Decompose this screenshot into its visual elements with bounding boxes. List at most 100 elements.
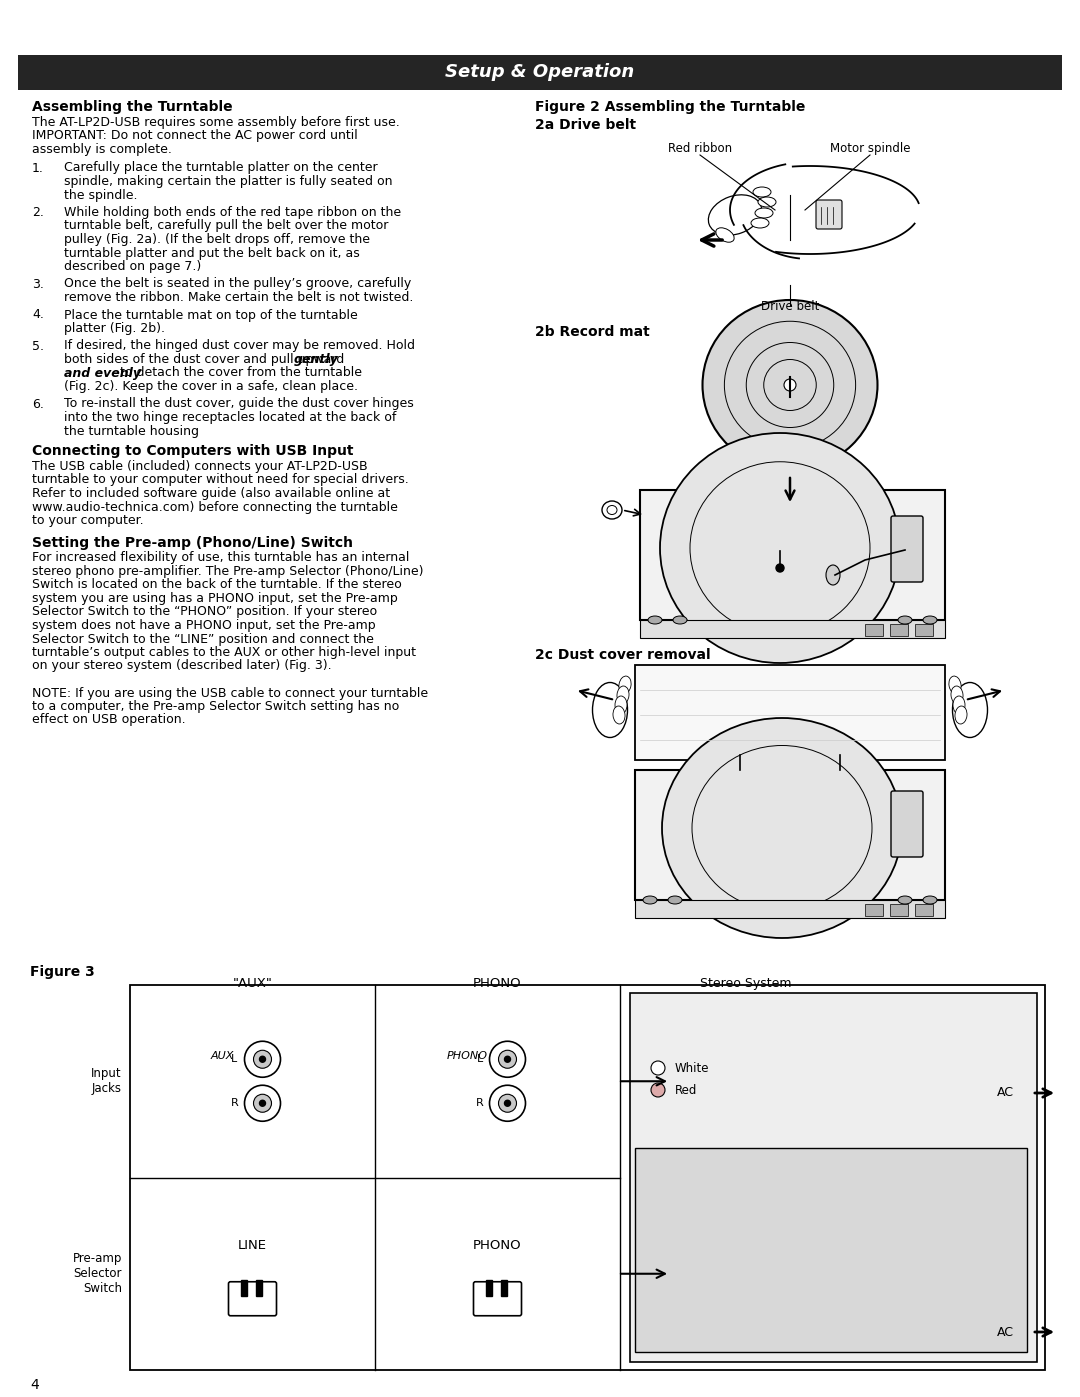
Text: 5.: 5. <box>32 339 44 352</box>
Circle shape <box>259 1101 266 1106</box>
FancyBboxPatch shape <box>229 1282 276 1316</box>
FancyBboxPatch shape <box>890 624 908 636</box>
Circle shape <box>244 1085 281 1122</box>
Text: turntable belt, carefully pull the belt over the motor: turntable belt, carefully pull the belt … <box>64 219 389 232</box>
Text: 1.: 1. <box>32 162 44 175</box>
Circle shape <box>651 1083 665 1097</box>
FancyBboxPatch shape <box>630 993 1037 1362</box>
Text: gently: gently <box>294 353 338 366</box>
Text: Assembling the Turntable: Assembling the Turntable <box>32 101 232 115</box>
Text: L: L <box>231 1055 238 1065</box>
Text: AUX: AUX <box>211 1052 234 1062</box>
Ellipse shape <box>593 683 627 738</box>
FancyBboxPatch shape <box>915 624 933 636</box>
FancyBboxPatch shape <box>130 985 1045 1370</box>
Text: L: L <box>476 1055 483 1065</box>
Text: described on page 7.): described on page 7.) <box>64 260 201 272</box>
FancyBboxPatch shape <box>635 900 945 918</box>
Circle shape <box>504 1056 511 1062</box>
Text: While holding both ends of the red tape ribbon on the: While holding both ends of the red tape … <box>64 205 401 219</box>
Text: platter (Fig. 2b).: platter (Fig. 2b). <box>64 321 165 335</box>
Text: 4.: 4. <box>32 309 44 321</box>
FancyBboxPatch shape <box>865 624 883 636</box>
Ellipse shape <box>897 895 912 904</box>
Ellipse shape <box>648 616 662 624</box>
Text: 4: 4 <box>30 1377 39 1391</box>
Ellipse shape <box>923 616 937 624</box>
Text: Input
Jacks: Input Jacks <box>92 1067 122 1095</box>
Ellipse shape <box>758 197 777 207</box>
Circle shape <box>254 1094 271 1112</box>
Text: Switch is located on the back of the turntable. If the stereo: Switch is located on the back of the tur… <box>32 578 402 591</box>
Text: R: R <box>231 1098 239 1108</box>
Text: AC: AC <box>997 1326 1014 1338</box>
Ellipse shape <box>951 686 963 704</box>
Text: Once the belt is seated in the pulley’s groove, carefully: Once the belt is seated in the pulley’s … <box>64 278 411 291</box>
Text: LINE: LINE <box>238 1239 267 1252</box>
Ellipse shape <box>897 616 912 624</box>
FancyBboxPatch shape <box>635 770 945 900</box>
Circle shape <box>489 1085 526 1122</box>
Text: PHONO: PHONO <box>447 1052 488 1062</box>
Text: Selector Switch to the “PHONO” position. If your stereo: Selector Switch to the “PHONO” position.… <box>32 605 377 619</box>
Text: The USB cable (included) connects your AT-LP2D-USB: The USB cable (included) connects your A… <box>32 460 367 474</box>
Text: 3.: 3. <box>32 278 44 291</box>
Text: Pre-amp
Selector
Switch: Pre-amp Selector Switch <box>72 1252 122 1295</box>
Text: 2b Record mat: 2b Record mat <box>535 326 650 339</box>
Text: into the two hinge receptacles located at the back of: into the two hinge receptacles located a… <box>64 411 396 425</box>
Ellipse shape <box>662 718 902 937</box>
Text: AC: AC <box>997 1087 1014 1099</box>
Text: PHONO: PHONO <box>473 977 522 990</box>
FancyBboxPatch shape <box>635 1148 1027 1352</box>
Ellipse shape <box>753 187 771 197</box>
Ellipse shape <box>708 194 761 235</box>
Text: system does not have a PHONO input, set the Pre-amp: system does not have a PHONO input, set … <box>32 619 376 631</box>
Text: NOTE: If you are using the USB cable to connect your turntable: NOTE: If you are using the USB cable to … <box>32 686 428 700</box>
Text: Drive belt: Drive belt <box>760 300 820 313</box>
Text: to your computer.: to your computer. <box>32 514 144 527</box>
Text: assembly is complete.: assembly is complete. <box>32 142 172 156</box>
Text: stereo phono pre-amplifier. The Pre-amp Selector (Phono/Line): stereo phono pre-amplifier. The Pre-amp … <box>32 564 423 578</box>
Text: system you are using has a PHONO input, set the Pre-amp: system you are using has a PHONO input, … <box>32 592 397 605</box>
Text: Carefully place the turntable platter on the center: Carefully place the turntable platter on… <box>64 162 378 175</box>
FancyBboxPatch shape <box>890 904 908 916</box>
Circle shape <box>489 1041 526 1077</box>
Text: Setup & Operation: Setup & Operation <box>445 63 635 81</box>
Ellipse shape <box>949 676 961 694</box>
Text: Stereo System: Stereo System <box>700 977 792 990</box>
FancyBboxPatch shape <box>18 54 1062 89</box>
Text: To re-install the dust cover, guide the dust cover hinges: To re-install the dust cover, guide the … <box>64 398 414 411</box>
Text: turntable to your computer without need for special drivers.: turntable to your computer without need … <box>32 474 408 486</box>
Circle shape <box>504 1101 511 1106</box>
Circle shape <box>651 1060 665 1076</box>
Text: Figure 3: Figure 3 <box>30 965 95 979</box>
Circle shape <box>499 1051 516 1069</box>
FancyBboxPatch shape <box>816 200 842 229</box>
Text: Figure 2 Assembling the Turntable: Figure 2 Assembling the Turntable <box>535 101 806 115</box>
Text: 2.: 2. <box>32 205 44 219</box>
Text: turntable’s output cables to the AUX or other high-level input: turntable’s output cables to the AUX or … <box>32 645 416 659</box>
Ellipse shape <box>673 616 687 624</box>
Text: Connecting to Computers with USB Input: Connecting to Computers with USB Input <box>32 444 353 458</box>
Text: PHONO: PHONO <box>473 1239 522 1252</box>
Bar <box>256 1280 261 1296</box>
FancyBboxPatch shape <box>635 665 945 760</box>
FancyBboxPatch shape <box>865 904 883 916</box>
Ellipse shape <box>702 300 877 469</box>
Ellipse shape <box>716 228 734 242</box>
Ellipse shape <box>617 686 629 704</box>
Text: to detach the cover from the turntable: to detach the cover from the turntable <box>116 366 362 380</box>
Text: the spindle.: the spindle. <box>64 189 137 201</box>
Ellipse shape <box>669 895 681 904</box>
Ellipse shape <box>613 705 625 724</box>
FancyBboxPatch shape <box>891 791 923 856</box>
Text: Setting the Pre-amp (Phono/Line) Switch: Setting the Pre-amp (Phono/Line) Switch <box>32 535 353 549</box>
Text: Motor spindle: Motor spindle <box>829 142 910 155</box>
Ellipse shape <box>751 218 769 228</box>
Ellipse shape <box>643 895 657 904</box>
Ellipse shape <box>615 696 627 714</box>
Text: Selector Switch to the “LINE” position and connect the: Selector Switch to the “LINE” position a… <box>32 633 374 645</box>
Text: turntable platter and put the belt back on it, as: turntable platter and put the belt back … <box>64 246 360 260</box>
FancyBboxPatch shape <box>640 490 945 620</box>
Circle shape <box>777 564 784 571</box>
